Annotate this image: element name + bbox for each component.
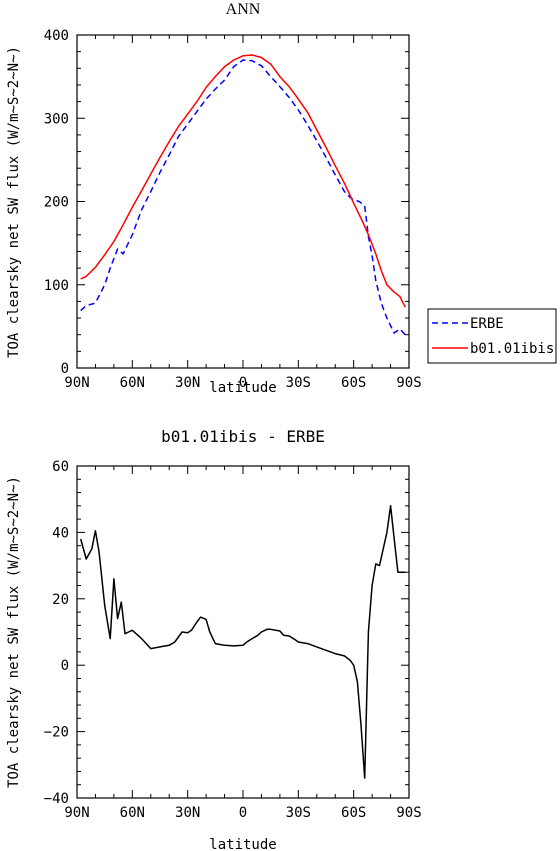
y-tick-label: 300 xyxy=(44,111,69,127)
legend-label-erbe: ERBE xyxy=(470,316,504,332)
y-tick-label: −20 xyxy=(44,725,69,741)
x-tick-label: 90S xyxy=(396,375,421,391)
x-tick-label: 60S xyxy=(341,375,366,391)
x-tick-label: 90S xyxy=(396,805,421,821)
x-tick-label: 60S xyxy=(341,805,366,821)
difference-line xyxy=(79,505,406,779)
x-tick-label: 30N xyxy=(175,805,200,821)
y-tick-label: 60 xyxy=(52,459,69,475)
top-chart-title: ANN xyxy=(226,1,261,18)
x-tick-label: 60N xyxy=(120,805,145,821)
top-panel: ANN latitude TOA clearsky net SW flux (W… xyxy=(6,1,422,396)
y-tick-label: 0 xyxy=(61,658,69,674)
x-tick-label: 60N xyxy=(120,375,145,391)
x-tick-label: 0 xyxy=(239,375,247,391)
y-tick-label: 100 xyxy=(44,278,69,294)
y-tick-label: 400 xyxy=(44,28,69,44)
series-line-b01-01ibis xyxy=(80,54,406,308)
x-tick-label: 30N xyxy=(175,375,200,391)
bottom-x-axis-label: latitude xyxy=(209,837,276,851)
bottom-panel: b01.01ibis - ERBE latitude TOA clearsky … xyxy=(6,427,422,851)
plot-frame xyxy=(76,465,410,799)
top-x-axis-label: latitude xyxy=(209,380,276,396)
x-tick-label: 30S xyxy=(286,805,311,821)
y-tick-label: 200 xyxy=(44,195,69,211)
y-tick-label: −40 xyxy=(44,791,69,807)
bottom-chart-title: b01.01ibis - ERBE xyxy=(161,427,325,446)
x-tick-label: 90N xyxy=(64,805,89,821)
legend: ERBE b01.01ibis xyxy=(427,308,557,364)
y-tick-label: 20 xyxy=(52,592,69,608)
x-tick-label: 30S xyxy=(286,375,311,391)
series-line-erbe xyxy=(80,59,406,336)
bottom-y-axis-label: TOA clearsky net SW flux (W/m~S~2~N~) xyxy=(6,476,22,788)
legend-box xyxy=(427,308,557,364)
y-tick-label: 40 xyxy=(52,525,69,541)
top-y-axis-label: TOA clearsky net SW flux (W/m~S~2~N~) xyxy=(6,46,22,358)
y-tick-label: 0 xyxy=(61,361,69,377)
legend-label-b01: b01.01ibis xyxy=(470,341,554,357)
x-tick-label: 0 xyxy=(239,805,247,821)
x-tick-label: 90N xyxy=(64,375,89,391)
